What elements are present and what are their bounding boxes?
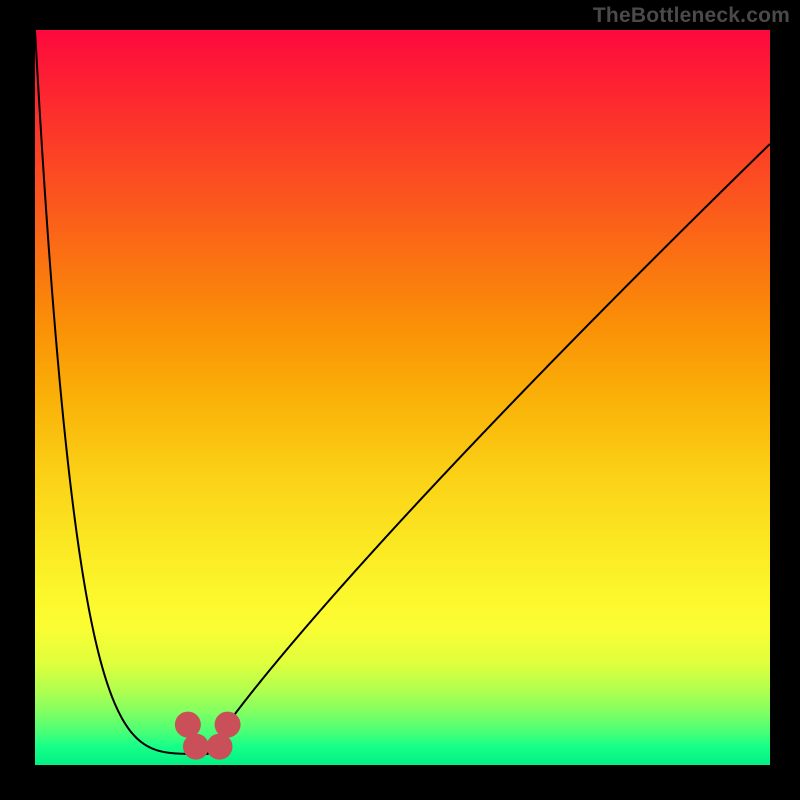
curve-layer (35, 30, 770, 765)
chart-container: TheBottleneck.com (0, 0, 800, 800)
watermark-text: TheBottleneck.com (593, 4, 790, 28)
plot-area (35, 30, 770, 765)
dip-marker (215, 712, 241, 738)
dip-marker (183, 734, 209, 760)
dip-marker (206, 734, 232, 760)
bottleneck-curve (35, 30, 770, 754)
